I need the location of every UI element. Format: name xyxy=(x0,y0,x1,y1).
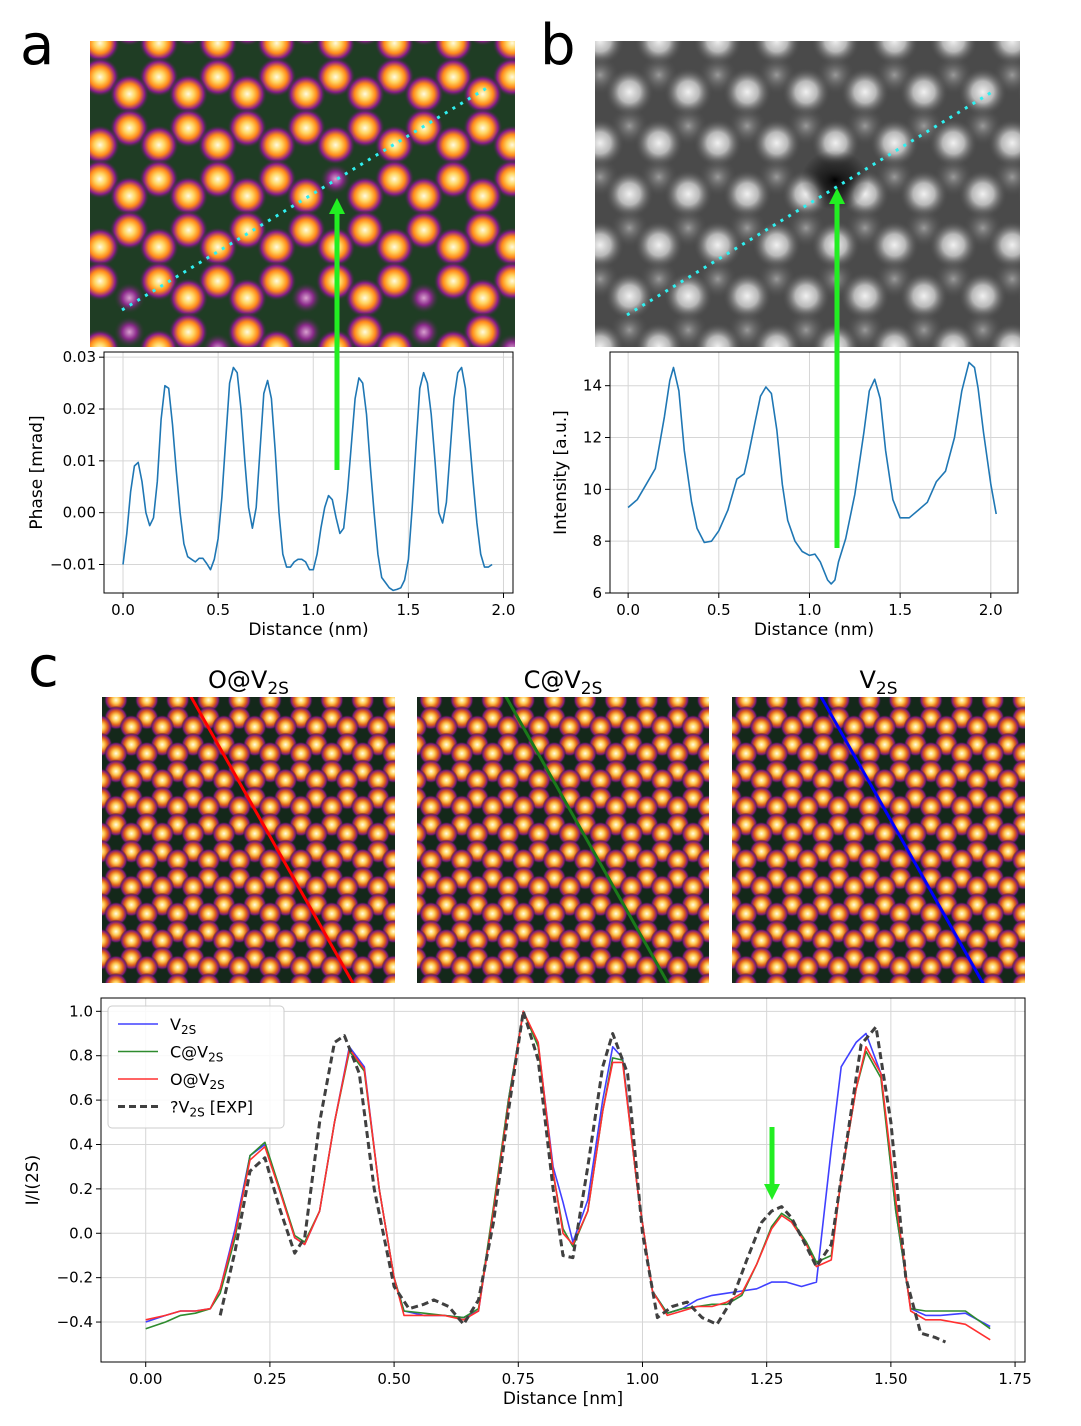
y-tick-label: 10 xyxy=(583,480,602,498)
y-tick-label: 14 xyxy=(583,377,602,395)
sim-profile-line-2 xyxy=(819,697,985,983)
x-tick-label: 2.0 xyxy=(979,601,1003,619)
y-tick-label: 0.0 xyxy=(69,1224,93,1242)
x-tick-label: 1.75 xyxy=(998,1370,1031,1388)
y-axis-label: Phase [mrad] xyxy=(27,415,47,529)
y-tick-label: 0.4 xyxy=(69,1135,93,1153)
chart-b: 0.0 0.5 1.0 1.5 2.0 6 8 10 12 14 Distance (nm) Inte… xyxy=(551,351,1019,640)
x-tick-label: 0.5 xyxy=(707,601,731,619)
series-line-intensity xyxy=(627,361,997,585)
sim-image-1 xyxy=(417,697,709,983)
y-tick-label: 0.8 xyxy=(69,1047,93,1065)
x-tick-label: 1.00 xyxy=(626,1370,659,1388)
series-line--v2s-exp- xyxy=(218,1009,947,1344)
series-line-phase xyxy=(122,366,493,592)
panel-letter-a: a xyxy=(20,13,55,78)
axes-frame xyxy=(100,997,1026,1363)
sim-title-2: V2S xyxy=(859,666,897,699)
y-tick-label: 0.01 xyxy=(63,452,96,470)
chart-c: 0.00 0.25 0.50 0.75 1.00 1.25 1.50 1.75 −0.4 −0.2… xyxy=(23,997,1032,1409)
x-tick-label: 0.25 xyxy=(253,1370,286,1388)
y-tick-label: 6 xyxy=(592,584,602,602)
y-tick-label: 0.03 xyxy=(63,348,96,366)
y-tick-label: 0.00 xyxy=(63,504,96,522)
sim-image-2 xyxy=(732,697,1025,983)
y-tick-label: 8 xyxy=(592,532,602,550)
legend-box xyxy=(107,1005,285,1129)
x-tick-label: 0.5 xyxy=(206,601,230,619)
y-axis-label: Intensity [a.u.] xyxy=(551,410,571,535)
y-tick-label: 1.0 xyxy=(69,1002,93,1020)
panel-letter-c: c xyxy=(28,635,59,700)
y-tick-label: 0.2 xyxy=(69,1180,93,1198)
sim-profile-line-1 xyxy=(504,697,670,983)
axes-frame xyxy=(103,351,514,594)
x-tick-label: 1.0 xyxy=(798,601,822,619)
y-axis-label: I/I(2S) xyxy=(23,1155,43,1206)
x-tick-label: 0.00 xyxy=(129,1370,162,1388)
series-line-o-v2s xyxy=(145,1010,991,1341)
y-tick-label: −0.2 xyxy=(57,1269,93,1287)
chart-a: 0.0 0.5 1.0 1.5 2.0 −0.01 0.00 0.01 0.02 0.03 Dist… xyxy=(27,348,515,640)
x-axis-label: Distance (nm) xyxy=(754,620,874,640)
x-tick-label: 0.50 xyxy=(377,1370,410,1388)
y-tick-label: −0.4 xyxy=(57,1313,93,1331)
sim-profile-line-0 xyxy=(189,697,355,983)
panel-letter-b: b xyxy=(540,13,576,78)
sim-image-0 xyxy=(102,697,395,983)
x-axis-label: Distance (nm) xyxy=(248,620,368,640)
x-tick-label: 0.0 xyxy=(111,601,135,619)
sim-title-0: O@V2S xyxy=(208,666,289,699)
x-axis-label: Distance [nm] xyxy=(503,1389,623,1409)
sim-title-1: C@V2S xyxy=(524,666,603,699)
intensity-image xyxy=(595,41,1020,347)
x-tick-label: 1.25 xyxy=(750,1370,783,1388)
axes-frame xyxy=(609,351,1019,594)
x-tick-label: 1.0 xyxy=(301,601,325,619)
x-tick-label: 0.75 xyxy=(502,1370,535,1388)
y-tick-label: 0.02 xyxy=(63,400,96,418)
x-tick-label: 1.5 xyxy=(396,601,420,619)
x-tick-label: 1.5 xyxy=(888,601,912,619)
y-tick-label: 0.6 xyxy=(69,1091,93,1109)
x-tick-label: 2.0 xyxy=(492,601,516,619)
x-tick-label: 1.50 xyxy=(874,1370,907,1388)
y-tick-label: 12 xyxy=(583,429,602,447)
x-tick-label: 0.0 xyxy=(616,601,640,619)
legend-label: ?V2S [EXP] xyxy=(170,1098,253,1120)
y-tick-label: −0.01 xyxy=(50,555,96,573)
phase-image xyxy=(90,41,515,347)
